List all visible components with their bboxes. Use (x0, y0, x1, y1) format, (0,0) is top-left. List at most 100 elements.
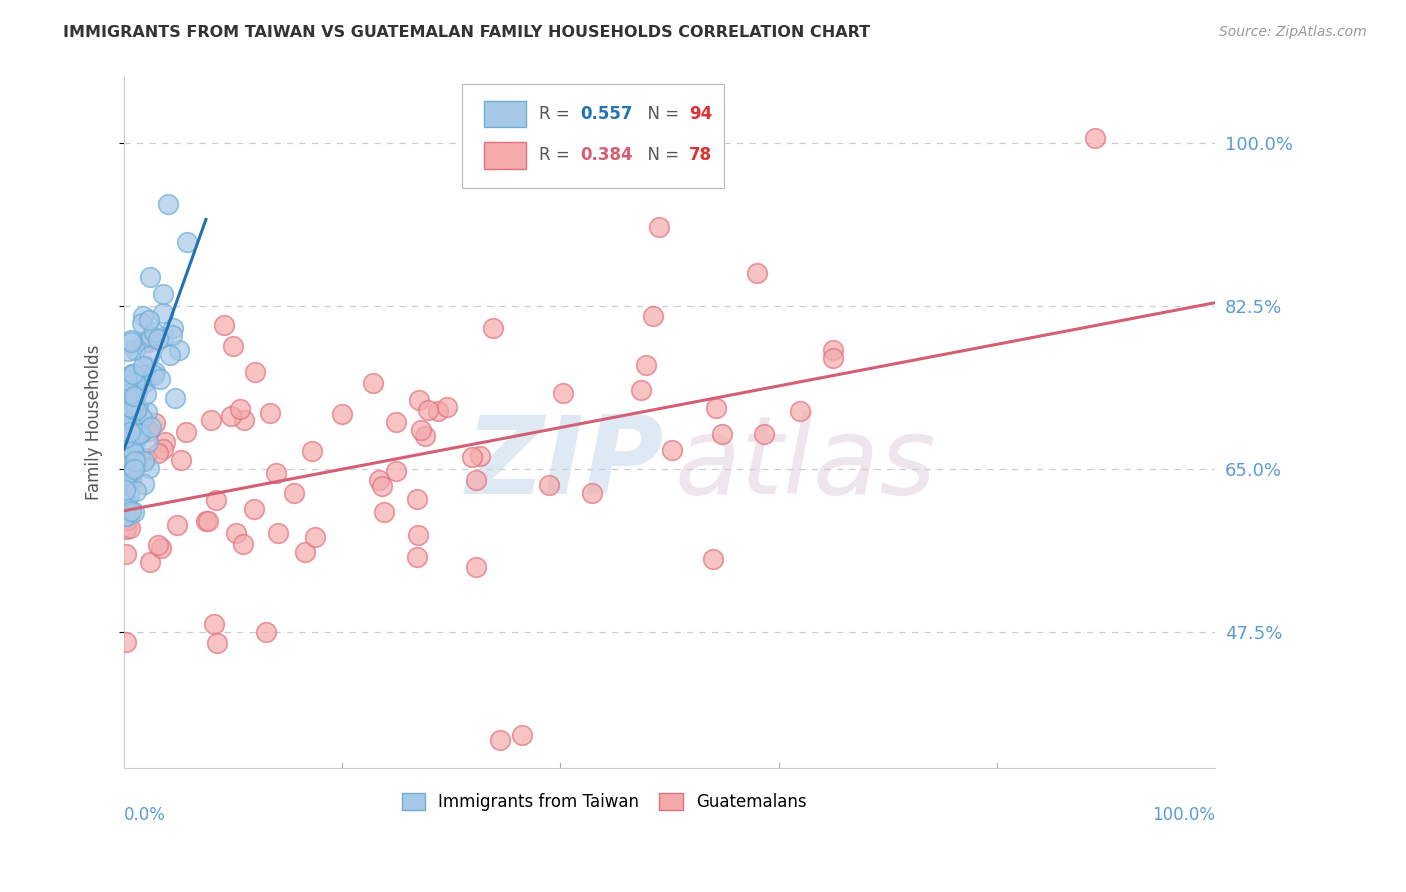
Point (118, 505, 141, 519)
Point (301, 444, 323, 458)
Point (166, 518, 188, 533)
Point (482, 321, 505, 335)
Point (124, 454, 146, 468)
Point (259, 405, 281, 419)
Point (122, 447, 145, 461)
Point (823, 351, 845, 365)
Point (470, 449, 492, 463)
Point (125, 402, 148, 417)
Point (118, 387, 141, 401)
Point (117, 456, 139, 470)
Point (115, 380, 138, 394)
FancyBboxPatch shape (463, 85, 724, 188)
Point (152, 442, 174, 456)
Point (152, 330, 174, 344)
Text: 100.0%: 100.0% (1152, 805, 1215, 823)
Point (304, 530, 326, 544)
Point (205, 492, 228, 507)
Point (139, 329, 162, 343)
Point (160, 327, 183, 342)
Point (489, 732, 512, 747)
Text: R =: R = (538, 146, 575, 164)
Y-axis label: Family Households: Family Households (86, 345, 103, 500)
Point (153, 434, 176, 449)
Text: R =: R = (538, 105, 575, 123)
Point (120, 400, 142, 414)
Point (371, 478, 394, 492)
Text: 0.0%: 0.0% (124, 805, 166, 823)
Point (136, 335, 159, 350)
Point (131, 316, 153, 330)
Legend: Immigrants from Taiwan, Guatemalans: Immigrants from Taiwan, Guatemalans (395, 787, 813, 818)
Point (752, 427, 775, 442)
Point (120, 333, 142, 347)
Point (1084, 131, 1107, 145)
Point (229, 401, 252, 416)
Point (117, 488, 139, 502)
Point (368, 473, 391, 487)
Point (207, 636, 229, 650)
FancyBboxPatch shape (484, 101, 526, 128)
Point (117, 475, 139, 489)
Point (125, 425, 148, 440)
Point (118, 443, 141, 458)
Point (121, 392, 143, 406)
Point (197, 514, 219, 528)
Point (143, 368, 166, 382)
Point (150, 541, 173, 555)
Point (219, 409, 242, 424)
Point (114, 470, 136, 484)
Point (132, 454, 155, 468)
Point (661, 442, 683, 457)
Point (702, 552, 724, 566)
Point (416, 402, 439, 417)
Text: N =: N = (637, 146, 685, 164)
Point (135, 387, 157, 401)
Point (634, 359, 657, 373)
Point (406, 528, 429, 542)
Point (117, 409, 139, 423)
Text: N =: N = (637, 105, 685, 123)
Point (294, 544, 316, 558)
Point (232, 537, 254, 551)
Point (174, 425, 197, 439)
Point (115, 635, 138, 649)
Point (138, 424, 160, 438)
Point (149, 372, 172, 386)
Point (413, 429, 436, 443)
Point (139, 419, 162, 434)
Point (117, 467, 139, 481)
Text: IMMIGRANTS FROM TAIWAN VS GUATEMALAN FAMILY HOUSEHOLDS CORRELATION CHART: IMMIGRANTS FROM TAIWAN VS GUATEMALAN FAM… (63, 25, 870, 40)
Point (124, 404, 146, 418)
Text: atlas: atlas (675, 411, 936, 516)
Point (124, 505, 146, 519)
Point (143, 416, 166, 430)
Point (131, 359, 153, 373)
Point (125, 382, 148, 396)
Point (122, 368, 145, 382)
Point (121, 435, 143, 450)
Point (789, 404, 811, 418)
Point (139, 270, 162, 285)
Point (510, 728, 533, 742)
Point (408, 392, 430, 407)
Point (120, 334, 142, 349)
Point (710, 426, 733, 441)
Point (159, 348, 181, 362)
Point (139, 555, 162, 569)
Point (124, 343, 146, 357)
Point (373, 505, 395, 519)
Point (138, 350, 160, 364)
Point (128, 416, 150, 430)
Point (114, 494, 136, 508)
Point (706, 401, 728, 415)
Text: 0.384: 0.384 (581, 146, 633, 164)
Point (121, 421, 143, 435)
Point (114, 483, 136, 498)
Point (245, 365, 267, 379)
Point (122, 381, 145, 395)
Point (411, 423, 433, 437)
Point (122, 417, 145, 431)
Point (135, 405, 157, 419)
Point (385, 415, 408, 429)
